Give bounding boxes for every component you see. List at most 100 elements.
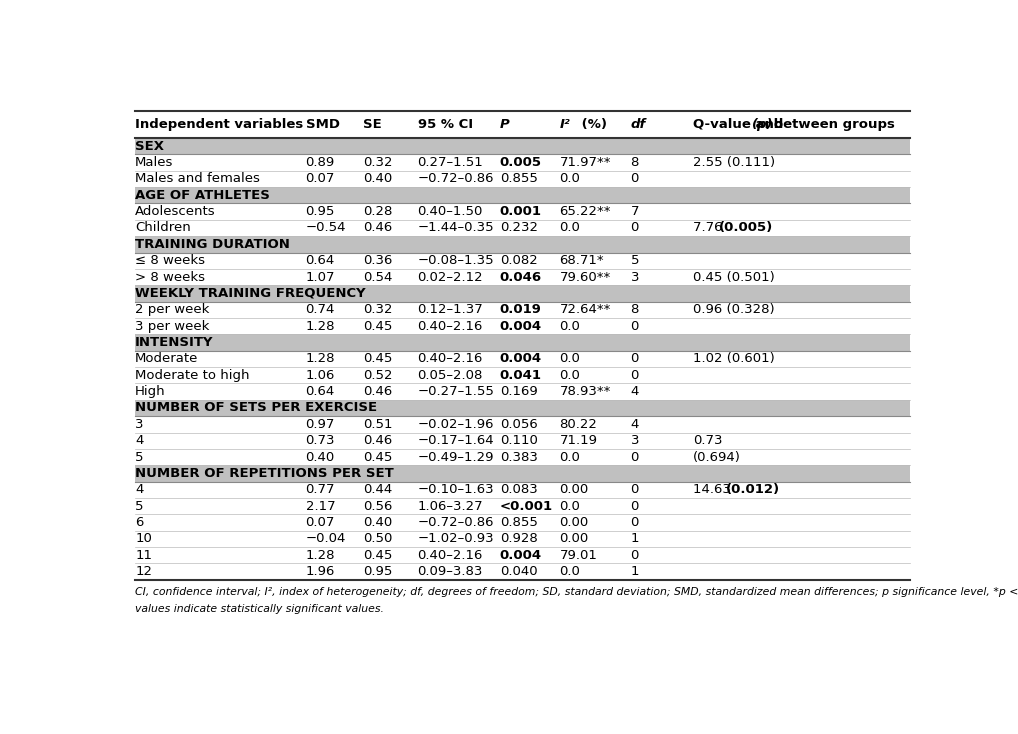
Text: 0.02–2.12: 0.02–2.12 (417, 271, 484, 283)
Bar (135, 219, 910, 236)
Text: 0.45: 0.45 (363, 451, 393, 464)
Text: 0.855: 0.855 (500, 516, 538, 529)
Text: −0.04: −0.04 (305, 532, 346, 545)
Text: 0.95: 0.95 (305, 205, 335, 218)
Text: Independent variables: Independent variables (135, 118, 303, 131)
Text: −0.27–1.55: −0.27–1.55 (417, 385, 495, 398)
Text: 11: 11 (135, 549, 152, 562)
Text: 0.44: 0.44 (363, 483, 392, 496)
Text: 71.97**: 71.97** (560, 156, 611, 169)
Text: 0.0: 0.0 (560, 172, 580, 186)
Text: 0: 0 (630, 516, 639, 529)
Text: Males and females: Males and females (135, 172, 260, 186)
Text: 4: 4 (135, 483, 144, 496)
Text: 1.28: 1.28 (305, 549, 335, 562)
Text: 8: 8 (630, 303, 639, 316)
Bar (135, 547, 910, 564)
Text: 0.36: 0.36 (363, 254, 393, 267)
Text: 0.56: 0.56 (363, 500, 393, 512)
Text: 0.0: 0.0 (560, 352, 580, 366)
Bar (135, 334, 910, 351)
Text: 0.07: 0.07 (305, 172, 335, 186)
Text: 0.40–2.16: 0.40–2.16 (417, 549, 483, 562)
Text: 0.041: 0.041 (500, 368, 542, 382)
Text: I²: I² (560, 118, 570, 131)
Text: 0.0: 0.0 (560, 565, 580, 578)
Text: 0: 0 (630, 451, 639, 464)
Text: 78.93**: 78.93** (560, 385, 611, 398)
Text: Adolescents: Adolescents (135, 205, 216, 218)
Text: (%): (%) (577, 118, 607, 131)
Text: 0: 0 (630, 319, 639, 333)
Text: −0.72–0.86: −0.72–0.86 (417, 516, 494, 529)
Text: 0.73: 0.73 (693, 435, 723, 447)
Text: 0: 0 (630, 222, 639, 234)
Text: −0.49–1.29: −0.49–1.29 (417, 451, 494, 464)
Text: 0.40: 0.40 (305, 451, 335, 464)
Bar (135, 498, 910, 515)
Bar (135, 449, 910, 465)
Text: (p): (p) (752, 118, 774, 131)
Text: 0: 0 (630, 500, 639, 512)
Text: 3 per week: 3 per week (135, 319, 210, 333)
Bar (135, 203, 910, 219)
Text: 5: 5 (135, 500, 144, 512)
Text: 2.17: 2.17 (305, 500, 335, 512)
Text: 0.110: 0.110 (500, 435, 538, 447)
Text: 0: 0 (630, 368, 639, 382)
Text: 0.004: 0.004 (500, 352, 542, 366)
Text: 72.64**: 72.64** (560, 303, 611, 316)
Bar (135, 302, 910, 318)
Text: 14.63: 14.63 (693, 483, 735, 496)
Text: 1: 1 (630, 532, 639, 545)
Text: 6: 6 (135, 516, 144, 529)
Text: 0.77: 0.77 (305, 483, 335, 496)
Text: 1: 1 (630, 565, 639, 578)
Bar (135, 286, 910, 302)
Text: 0.046: 0.046 (500, 271, 542, 283)
Text: Males: Males (135, 156, 173, 169)
Text: (0.012): (0.012) (726, 483, 780, 496)
Text: 0.056: 0.056 (500, 418, 538, 431)
Text: 0.0: 0.0 (560, 319, 580, 333)
Bar (135, 351, 910, 367)
Text: ≤ 8 weeks: ≤ 8 weeks (135, 254, 206, 267)
Text: 12: 12 (135, 565, 152, 578)
Text: Children: Children (135, 222, 191, 234)
Text: 0.00: 0.00 (560, 532, 588, 545)
Text: 0.082: 0.082 (500, 254, 538, 267)
Text: (0.005): (0.005) (719, 222, 774, 234)
Text: 3: 3 (630, 435, 639, 447)
Text: 0.09–3.83: 0.09–3.83 (417, 565, 483, 578)
Text: 79.60**: 79.60** (560, 271, 611, 283)
Bar (135, 154, 910, 171)
Text: between groups: between groups (770, 118, 895, 131)
Bar (135, 138, 910, 154)
Bar (135, 400, 910, 416)
Text: 8: 8 (630, 156, 639, 169)
Bar (135, 531, 910, 547)
Text: 0.73: 0.73 (305, 435, 335, 447)
Text: 4: 4 (135, 435, 144, 447)
Text: 0.46: 0.46 (363, 222, 392, 234)
Text: 0.00: 0.00 (560, 483, 588, 496)
Text: TRAINING DURATION: TRAINING DURATION (135, 238, 290, 251)
Text: 0.95: 0.95 (363, 565, 393, 578)
Text: −1.02–0.93: −1.02–0.93 (417, 532, 494, 545)
Text: 0.0: 0.0 (560, 368, 580, 382)
Text: 0.004: 0.004 (500, 549, 542, 562)
Text: 0.45: 0.45 (363, 352, 393, 366)
Text: 95 % CI: 95 % CI (417, 118, 472, 131)
Text: 0.083: 0.083 (500, 483, 538, 496)
Bar (135, 187, 910, 203)
Text: > 8 weeks: > 8 weeks (135, 271, 206, 283)
Text: 0.232: 0.232 (500, 222, 538, 234)
Text: Q-value and: Q-value and (693, 118, 788, 131)
Text: −0.08–1.35: −0.08–1.35 (417, 254, 494, 267)
Bar (135, 564, 910, 580)
Text: 0.004: 0.004 (500, 319, 542, 333)
Text: 79.01: 79.01 (560, 549, 598, 562)
Text: NUMBER OF REPETITIONS PER SET: NUMBER OF REPETITIONS PER SET (135, 467, 394, 480)
Bar (135, 252, 910, 269)
Text: High: High (135, 385, 166, 398)
